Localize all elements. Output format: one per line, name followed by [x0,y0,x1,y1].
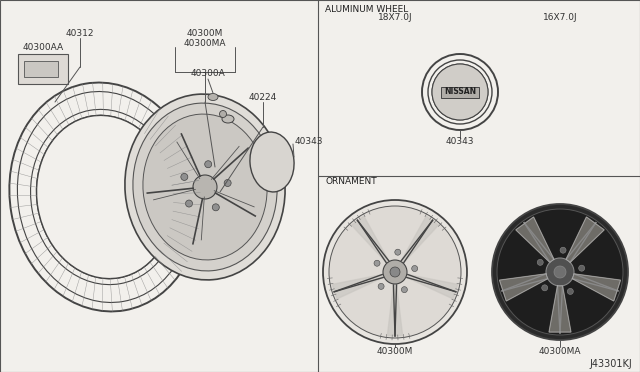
Circle shape [554,266,566,278]
Circle shape [395,249,401,255]
Polygon shape [566,217,604,262]
Circle shape [390,267,400,277]
Circle shape [567,288,573,294]
Text: 40300AA: 40300AA [23,42,64,51]
Circle shape [374,260,380,266]
Ellipse shape [222,115,234,123]
Bar [24,61,58,77]
Circle shape [329,206,461,338]
Circle shape [497,209,623,335]
Text: 40300MA: 40300MA [539,347,581,356]
Ellipse shape [36,115,173,279]
Circle shape [181,173,188,180]
Text: 40300A: 40300A [191,70,225,78]
Text: 40300MA: 40300MA [184,38,227,48]
Polygon shape [572,274,620,301]
Circle shape [212,204,220,211]
Polygon shape [516,217,554,262]
Bar [18,54,68,84]
Text: 16X7.0J: 16X7.0J [543,13,577,22]
Circle shape [401,287,408,293]
Circle shape [546,258,574,286]
Polygon shape [332,275,383,299]
Polygon shape [351,216,388,263]
Text: 40300M: 40300M [377,347,413,356]
Circle shape [220,110,227,118]
Ellipse shape [143,114,267,260]
Text: 18X7.0J: 18X7.0J [378,13,412,22]
Text: 40343: 40343 [295,138,323,147]
Ellipse shape [133,103,277,271]
Circle shape [193,175,217,199]
Circle shape [205,161,212,168]
Bar [441,87,479,97]
Ellipse shape [125,94,285,280]
Circle shape [186,200,193,207]
Circle shape [579,265,585,271]
Circle shape [224,180,231,186]
Circle shape [383,260,407,284]
Circle shape [378,283,384,289]
Text: ORNAMENT: ORNAMENT [325,177,376,186]
Ellipse shape [250,132,294,192]
Ellipse shape [208,93,218,100]
Text: 40343: 40343 [445,138,474,147]
Text: 40312: 40312 [66,29,94,38]
Text: NISSAN: NISSAN [444,87,476,96]
Text: ALUMINUM WHEEL: ALUMINUM WHEEL [325,6,408,15]
Polygon shape [549,286,571,332]
Text: 40224: 40224 [249,93,277,102]
Circle shape [412,266,418,272]
Circle shape [323,200,467,344]
Polygon shape [401,216,438,263]
Polygon shape [500,274,548,301]
Polygon shape [407,275,458,299]
Text: 40300M: 40300M [187,29,223,38]
Circle shape [537,259,543,265]
Circle shape [541,285,548,291]
Circle shape [560,247,566,253]
Circle shape [432,64,488,120]
Text: J43301KJ: J43301KJ [589,359,632,369]
Polygon shape [387,285,403,336]
Circle shape [492,204,628,340]
